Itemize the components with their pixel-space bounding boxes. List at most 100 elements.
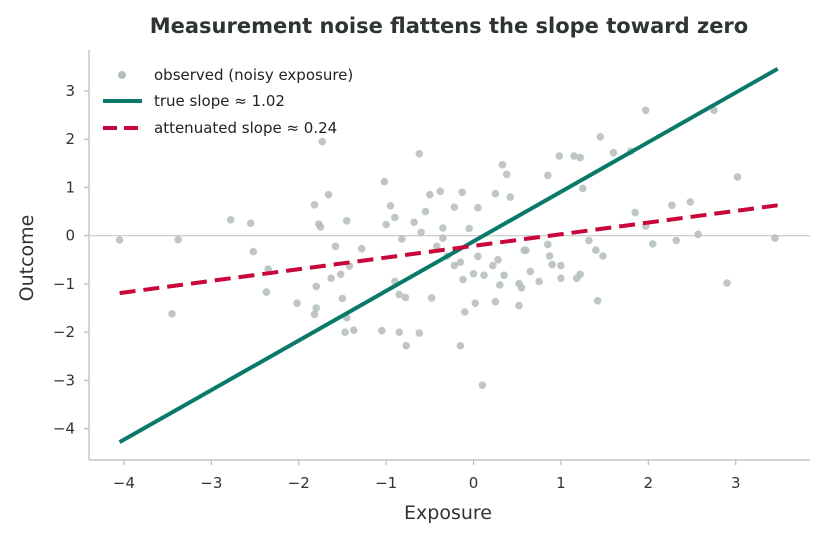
y-tick-label: −2 <box>53 323 75 341</box>
scatter-point <box>343 217 351 225</box>
scatter-point <box>641 106 650 115</box>
scatter-point <box>694 230 702 239</box>
scatter-point <box>557 274 565 283</box>
legend: observed (noisy exposure) true slope ≈ 1… <box>103 66 353 137</box>
scatter-point <box>415 329 424 337</box>
legend-label-true-slope: true slope ≈ 1.02 <box>154 92 285 110</box>
scatter-point <box>378 326 386 335</box>
y-tick-label: −4 <box>53 420 75 438</box>
scatter-point <box>395 290 404 299</box>
true-slope-line <box>118 67 779 444</box>
scatter-point <box>341 328 349 337</box>
legend-marker-observed <box>118 71 126 79</box>
x-tick-label: 0 <box>469 474 479 492</box>
x-tick-label: 1 <box>556 474 566 492</box>
y-tick-label: 0 <box>65 227 75 245</box>
scatter-point <box>168 310 176 318</box>
scatter-point <box>469 270 478 278</box>
scatter-point <box>436 187 445 196</box>
y-axis-label: Outcome <box>16 215 38 302</box>
scatter-point <box>226 216 235 224</box>
scatter-point <box>401 293 410 302</box>
scatter-point <box>535 277 543 286</box>
scatter-point <box>517 284 526 292</box>
scatter-point <box>609 148 618 157</box>
scatter-point <box>382 220 390 229</box>
scatter-point <box>585 236 593 245</box>
y-tick-label: 3 <box>65 82 75 100</box>
scatter-point <box>710 106 718 115</box>
scatter-point <box>410 218 418 226</box>
scatter-point <box>395 328 404 337</box>
scatter-point <box>686 198 695 206</box>
scatter-point <box>439 234 447 242</box>
scatter-point <box>391 213 399 222</box>
scatter-point <box>494 255 502 264</box>
scatter-point <box>474 252 482 261</box>
scatter-point <box>515 301 523 310</box>
scatter-point <box>489 261 497 270</box>
axes: −4 −3 −2 −1 0 1 2 3 −4 −3 −2 −1 0 1 2 3 <box>53 50 810 492</box>
legend-label-observed: observed (noisy exposure) <box>154 66 353 84</box>
scatter-point <box>293 299 301 308</box>
scatter-point <box>350 326 358 335</box>
scatter-point <box>380 177 389 186</box>
scatter-point <box>592 246 600 254</box>
scatter-point <box>500 271 508 280</box>
scatter-point <box>249 247 258 256</box>
scatter-point <box>450 261 459 270</box>
plot-area <box>90 67 810 444</box>
scatter-point <box>576 153 584 162</box>
scatter-point <box>668 201 676 210</box>
scatter-point <box>336 270 345 279</box>
scatter-point <box>264 265 273 273</box>
scatter-point <box>491 298 500 306</box>
scatter-point <box>465 224 474 233</box>
scatter-points <box>115 106 779 390</box>
scatter-point <box>733 173 742 181</box>
scatter-point <box>648 240 657 248</box>
scatter-point <box>324 190 333 199</box>
scatter-point <box>115 236 124 244</box>
x-tick-label: −1 <box>375 474 397 492</box>
scatter-point <box>357 244 366 253</box>
scatter-point <box>318 137 327 146</box>
x-tick-label: −4 <box>113 474 135 492</box>
scatter-point <box>456 258 465 267</box>
scatter-point <box>522 246 530 254</box>
scatter-point <box>427 294 436 302</box>
scatter-point <box>526 267 535 276</box>
x-axis-label: Exposure <box>404 502 492 524</box>
scatter-point <box>458 188 467 197</box>
legend-label-attenuated-slope: attenuated slope ≈ 0.24 <box>154 119 337 137</box>
scatter-point <box>570 152 578 160</box>
scatter-point <box>262 288 271 296</box>
y-tick-label: 1 <box>65 178 75 196</box>
x-tick-label: −2 <box>288 474 310 492</box>
y-tick-label: −1 <box>53 275 75 293</box>
scatter-point <box>312 304 321 312</box>
scatter-point <box>338 294 347 303</box>
scatter-point <box>480 271 488 280</box>
x-tick-label: 3 <box>731 474 741 492</box>
scatter-point <box>555 152 563 160</box>
scatter-point <box>456 341 465 350</box>
scatter-point <box>402 341 411 350</box>
scatter-point <box>327 274 335 283</box>
scatter-point <box>398 235 406 243</box>
scatter-point <box>771 234 779 242</box>
scatter-point <box>544 240 552 249</box>
scatter-point <box>415 149 424 158</box>
scatter-point <box>557 261 565 270</box>
scatter-point <box>498 161 507 169</box>
scatter-point <box>579 184 587 193</box>
scatter-point <box>312 282 321 291</box>
scatter-point <box>593 297 602 305</box>
scatter-point <box>548 260 556 269</box>
attenuated-slope-line <box>119 203 778 296</box>
scatter-point <box>459 275 467 284</box>
x-ticks: −4 −3 −2 −1 0 1 2 3 <box>113 460 741 492</box>
scatter-point <box>331 242 340 251</box>
scatter-point <box>439 224 447 232</box>
